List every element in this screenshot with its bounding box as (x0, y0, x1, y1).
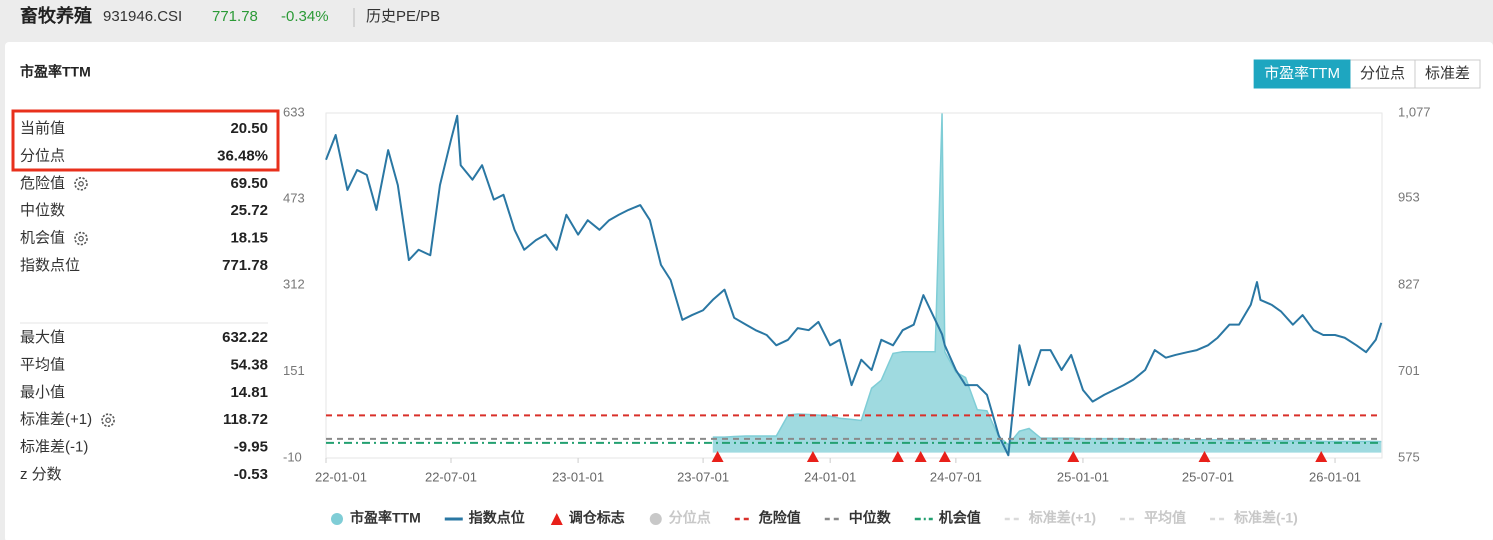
stat-label: 标准差(+1) (20, 411, 92, 428)
tab[interactable] (1414, 59, 1481, 89)
x-tick-label: 26-01-01 (1309, 469, 1361, 484)
pe-outline (712, 113, 1382, 446)
legend-label[interactable]: 危险值 (758, 510, 801, 526)
gear-icon[interactable] (74, 231, 88, 246)
y2-tick-label: 575 (1398, 449, 1420, 464)
legend-symbol (649, 513, 662, 525)
tab-label[interactable]: 分位点 (1360, 65, 1405, 82)
stat-value: 69.50 (230, 175, 268, 192)
change: -0.34% (281, 8, 329, 25)
legend-label[interactable]: 机会值 (939, 510, 981, 526)
stat-value: 632.22 (222, 329, 268, 346)
gear-hole (78, 235, 84, 242)
rebalance-marker (938, 451, 951, 462)
stat-label: 标准差(-1) (20, 439, 88, 456)
legend-label[interactable]: 分位点 (669, 510, 711, 526)
x-tick-label: 22-07-01 (425, 469, 477, 484)
stat-label: 最大值 (20, 329, 65, 346)
panel-title: 市盈率TTM (20, 64, 91, 80)
legend-symbol (331, 513, 343, 525)
tab-label[interactable]: 标准差 (1425, 65, 1470, 82)
x-tick-label: 24-01-01 (804, 469, 856, 484)
rebalance-marker (806, 451, 819, 462)
y-tick-label: 312 (283, 277, 305, 292)
x-tick-label: 23-07-01 (677, 469, 729, 484)
stat-value: 118.72 (223, 411, 268, 428)
gear-hole (78, 181, 84, 187)
panel (5, 42, 1493, 540)
rebalance-marker (711, 451, 724, 462)
y-tick-label: 633 (283, 104, 305, 119)
index-code: 931946.CSI (103, 8, 182, 25)
y-tick-label: 473 (283, 190, 305, 205)
rebalance-marker (914, 451, 927, 462)
stat-label: 指数点位 (20, 257, 80, 274)
x-tick-label: 22-01-01 (315, 469, 367, 484)
stat-value: 14.81 (230, 384, 268, 401)
y2-tick-label: 827 (1398, 276, 1420, 291)
y-tick-label: 151 (283, 363, 305, 378)
x-tick-label: 23-01-01 (552, 469, 604, 484)
legend-symbol (550, 513, 563, 525)
history-link[interactable]: 历史PE/PB (366, 8, 440, 25)
index-line (325, 114, 1383, 457)
y2-tick-label: 953 (1398, 190, 1420, 205)
stat-value: 54.38 (230, 356, 268, 373)
stat-label: 当前值 (20, 120, 65, 137)
index-name: 畜牧养殖 (20, 5, 92, 26)
stat-value: -0.53 (234, 466, 268, 483)
y2-tick-label: 701 (1398, 363, 1420, 378)
x-tick-label: 24-07-01 (930, 469, 982, 484)
stat-label: 平均值 (20, 356, 65, 373)
legend-label[interactable]: 标准差(-1) (1233, 510, 1298, 526)
stat-value: 771.78 (222, 257, 268, 274)
gear-icon[interactable] (101, 413, 115, 428)
stat-label: z 分数 (20, 466, 62, 483)
tab-label[interactable]: 市盈率TTM (1264, 65, 1340, 82)
gear-icon[interactable] (74, 177, 88, 191)
y2-tick-label: 1,077 (1398, 104, 1431, 119)
rebalance-marker (1198, 451, 1211, 462)
stat-label: 中位数 (20, 202, 65, 219)
highlight-box (11, 109, 280, 172)
tab[interactable] (1253, 59, 1351, 89)
x-tick-label: 25-07-01 (1182, 469, 1234, 484)
tab[interactable] (1349, 59, 1416, 89)
rebalance-marker (1315, 451, 1328, 462)
plot-frame (325, 112, 1383, 459)
gear-hole (105, 417, 111, 424)
stat-value: 18.15 (230, 230, 268, 247)
stat-label: 分位点 (20, 147, 65, 164)
legend-label[interactable]: 平均值 (1144, 510, 1186, 526)
legend-label[interactable]: 指数点位 (469, 510, 525, 526)
stat-value: 25.72 (230, 202, 268, 219)
x-tick-label: 25-01-01 (1057, 469, 1109, 484)
price: 771.78 (212, 8, 258, 25)
stat-value: 20.50 (230, 120, 268, 137)
stat-label: 危险值 (20, 175, 65, 192)
legend-label[interactable]: 标准差(+1) (1028, 510, 1096, 526)
legend-label[interactable]: 调仓标志 (569, 510, 625, 526)
rebalance-marker (1067, 451, 1080, 462)
legend-label[interactable]: 市盈率TTM (350, 510, 421, 526)
legend-label[interactable]: 中位数 (849, 510, 892, 526)
y-tick-label: -10 (283, 449, 302, 464)
stat-value: 36.48% (217, 147, 268, 164)
rebalance-marker (891, 451, 904, 462)
stat-label: 机会值 (20, 230, 65, 247)
stat-label: 最小值 (20, 384, 65, 401)
stat-value: -9.95 (234, 439, 268, 456)
